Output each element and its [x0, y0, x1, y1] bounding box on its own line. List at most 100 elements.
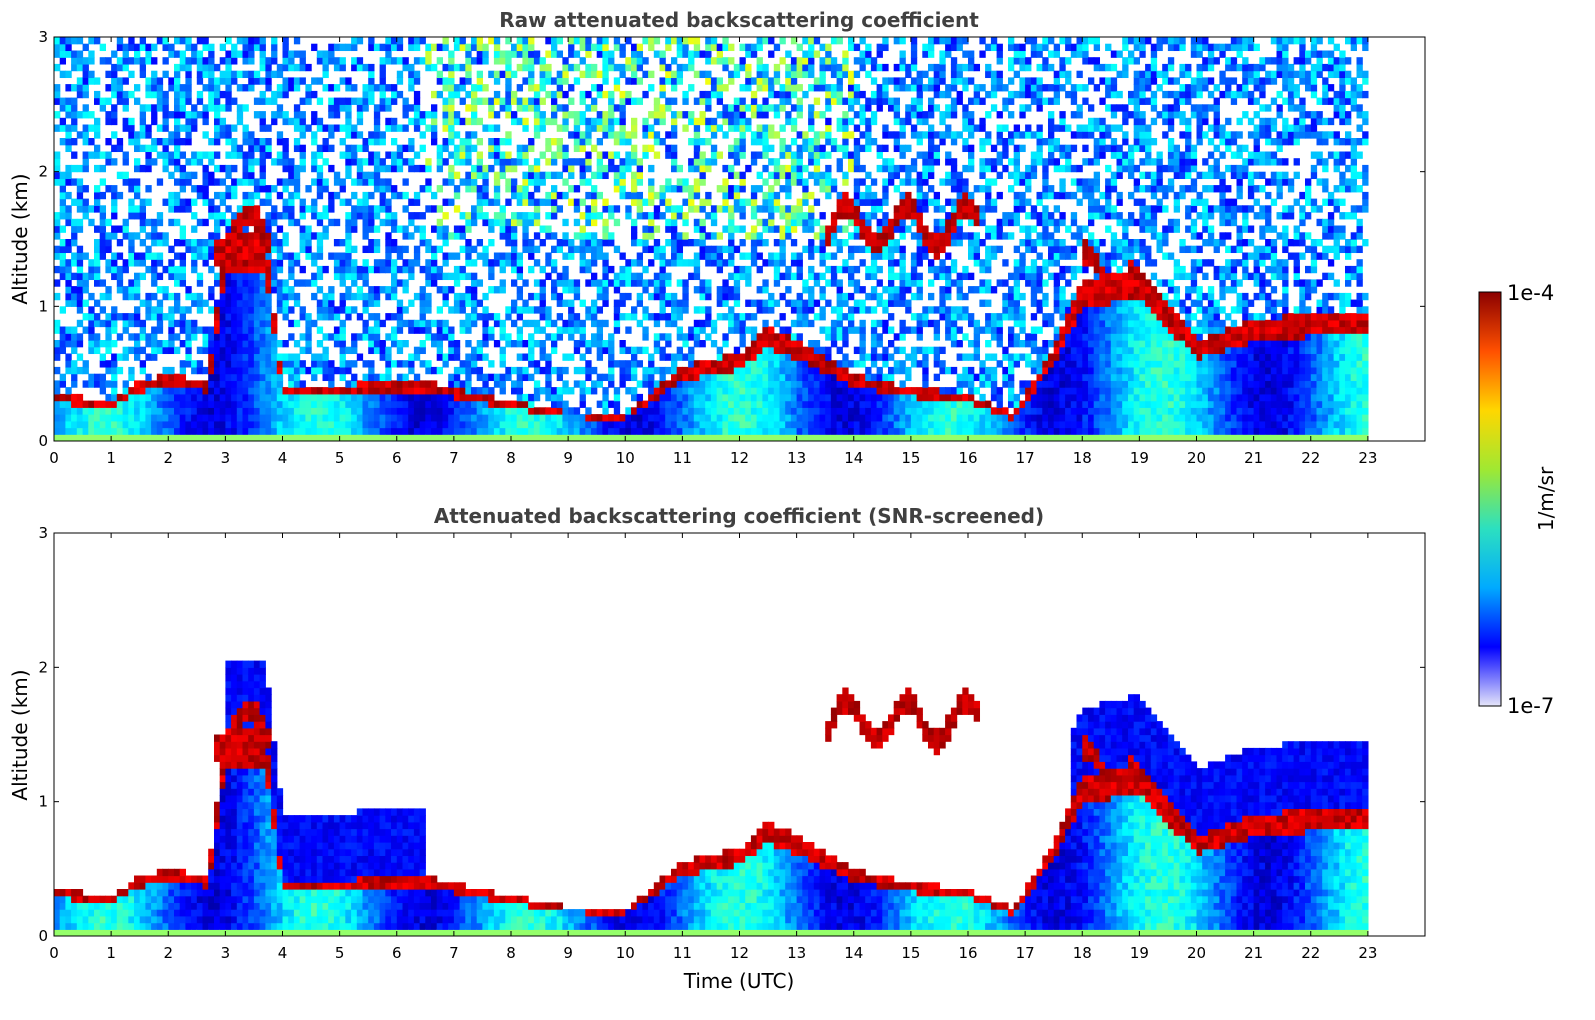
heatmap-cell [459, 77, 466, 85]
heatmap-cell [579, 393, 586, 402]
heatmap-cell [385, 185, 392, 193]
heatmap-cell [145, 198, 152, 206]
heatmap-cell [385, 434, 392, 441]
heatmap-cell [225, 63, 232, 72]
heatmap-cell [65, 360, 72, 368]
heatmap-cell [299, 427, 306, 435]
heatmap-cell [54, 225, 61, 233]
heatmap-cell [762, 366, 769, 375]
heatmap-cell [408, 393, 415, 402]
heatmap-cell [499, 171, 506, 180]
heatmap-cell [699, 373, 706, 382]
heatmap-cell [362, 205, 369, 213]
heatmap-cell [76, 218, 84, 227]
heatmap-cell [631, 366, 638, 375]
heatmap-cell [351, 225, 358, 233]
heatmap-cell [533, 319, 541, 328]
heatmap-cell [631, 97, 638, 105]
heatmap-cell [602, 63, 609, 72]
heatmap-cell [54, 178, 61, 186]
heatmap-cell [191, 185, 198, 193]
heatmap-cell [105, 360, 112, 368]
heatmap-cell [465, 50, 472, 58]
heatmap-cell [151, 43, 158, 52]
heatmap-cell [665, 272, 672, 281]
heatmap-cell [705, 77, 712, 85]
heatmap-cell [750, 333, 758, 341]
heatmap-cell [722, 400, 729, 408]
heatmap-cell [139, 400, 147, 408]
heatmap-cell [551, 393, 558, 402]
heatmap-cell [699, 205, 706, 213]
heatmap-cell [339, 57, 346, 65]
heatmap-cell [82, 43, 89, 52]
heatmap-cell [431, 366, 438, 375]
heatmap-cell [796, 259, 803, 267]
heatmap-cell [128, 400, 135, 408]
heatmap-cell [179, 252, 187, 260]
heatmap-cell [625, 272, 632, 281]
heatmap-cell [802, 299, 809, 307]
heatmap-cell [225, 185, 232, 193]
heatmap-cell [156, 239, 164, 247]
heatmap-cell [551, 43, 558, 52]
heatmap-cell [71, 138, 78, 146]
heatmap-cell [762, 319, 769, 328]
heatmap-cell [739, 205, 746, 213]
heatmap-cell [356, 131, 364, 139]
heatmap-cell [219, 326, 227, 334]
heatmap-cell [613, 171, 621, 180]
heatmap-cell [333, 265, 341, 274]
heatmap-cell [488, 420, 495, 429]
heatmap-cell [299, 232, 306, 240]
heatmap-cell [728, 117, 735, 126]
heatmap-cell [88, 319, 95, 328]
heatmap-cell [271, 407, 278, 415]
heatmap-cell [174, 178, 181, 186]
heatmap-cell [139, 57, 147, 65]
heatmap-cell [768, 124, 775, 132]
heatmap-cell [516, 306, 524, 314]
heatmap-cell [134, 138, 141, 146]
heatmap-cell [705, 117, 712, 126]
heatmap-cell [602, 218, 609, 227]
heatmap-cell [105, 380, 112, 388]
heatmap-cell [431, 340, 438, 348]
heatmap-cell [356, 420, 364, 429]
heatmap-cell [785, 414, 792, 422]
heatmap-cell [516, 340, 524, 348]
heatmap-cell [653, 380, 661, 388]
heatmap-cell [790, 151, 798, 159]
heatmap-cell [339, 346, 346, 355]
heatmap-cell [516, 265, 524, 274]
heatmap-cell [733, 205, 741, 213]
heatmap-cell [710, 380, 718, 388]
heatmap-cell [693, 185, 701, 193]
heatmap-cell [505, 333, 512, 341]
heatmap-cell [579, 144, 586, 153]
heatmap-cell [402, 205, 409, 213]
heatmap-cell [225, 245, 232, 254]
heatmap-cell [648, 84, 655, 92]
heatmap-cell [259, 333, 266, 341]
heatmap-cell [556, 37, 564, 45]
heatmap-cell [682, 178, 689, 186]
heatmap-cell [790, 178, 798, 186]
heatmap-cell [65, 104, 72, 112]
heatmap-cell [671, 407, 678, 415]
heatmap-cell [379, 380, 386, 388]
heatmap-cell [65, 124, 72, 132]
heatmap-cell [728, 407, 735, 415]
heatmap-cell [214, 333, 221, 341]
heatmap-cell [528, 191, 535, 200]
heatmap-cell [219, 279, 227, 287]
heatmap-cell [436, 205, 444, 213]
heatmap-cell [431, 420, 438, 429]
heatmap-cell [219, 191, 227, 200]
heatmap-cell [82, 252, 89, 260]
heatmap-cell [179, 232, 187, 240]
heatmap-cell [402, 427, 409, 435]
heatmap-cell [665, 313, 672, 321]
heatmap-cell [356, 292, 364, 301]
heatmap-cell [362, 400, 369, 408]
